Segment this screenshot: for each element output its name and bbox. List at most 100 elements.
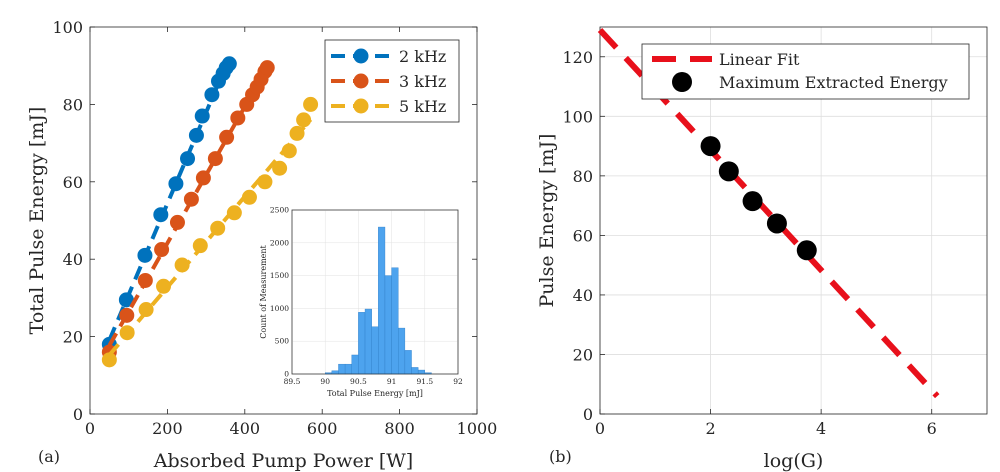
panel-a-data-point — [257, 174, 273, 190]
panel-a-data-point — [221, 56, 237, 72]
panel-a-data-point — [118, 292, 134, 308]
inset-histogram-bar — [398, 327, 406, 375]
inset-histogram-bar — [344, 363, 352, 375]
panel-a-data-point — [188, 127, 204, 143]
panel-a-x-tick-label: 1000 — [457, 419, 498, 438]
panel-a-legend-label: 5 kHz — [399, 97, 446, 116]
panel-a-data-point — [137, 272, 153, 288]
panel-a-data-point — [303, 96, 319, 112]
panel-b-axes-box — [599, 26, 988, 415]
panel-a-data-point — [119, 325, 135, 341]
panel-a-data-point — [101, 352, 117, 368]
panel-b-y-tick-label: 80 — [573, 167, 593, 186]
inset-y-tick-label: 0 — [284, 370, 289, 379]
panel-a-y-axis-label: Total Pulse Energy [mJ] — [26, 107, 48, 335]
panel-a-data-point — [204, 87, 220, 103]
panel-a-data-point — [289, 125, 305, 141]
panel-a-data-point — [195, 170, 211, 186]
panel-a-data-point — [174, 257, 190, 273]
panel-b-label: (b) — [549, 447, 572, 466]
panel-a-data-point — [168, 176, 184, 192]
panel-a-data-point — [119, 307, 135, 323]
panel-a-legend-marker — [353, 48, 369, 64]
inset-histogram-bar — [411, 367, 419, 375]
panel-a-data-point — [153, 207, 169, 223]
panel-a-legend-marker — [353, 73, 369, 89]
inset-x-tick-label: 91 — [387, 377, 397, 386]
panel-b-data-point — [796, 240, 817, 261]
inset-x-tick-label: 90.5 — [350, 377, 367, 386]
panel-a-y-tick-label: 100 — [52, 18, 83, 37]
panel-a-data-point — [154, 242, 170, 258]
panel-b-x-tick-label: 0 — [595, 419, 605, 438]
panel-b-data-point — [700, 136, 721, 157]
panel-a-data-point — [180, 151, 196, 167]
panel-a-x-tick-label: 400 — [230, 419, 261, 438]
panel-a-data-point — [210, 220, 226, 236]
inset-x-axis-label: Total Pulse Energy [mJ] — [327, 389, 423, 398]
inset-histogram-bar — [371, 326, 379, 375]
panel-b-y-tick-label: 0 — [583, 405, 593, 424]
panel-a-data-point — [230, 110, 246, 126]
panel-b-y-axis-label: Pulse Energy [mJ] — [536, 134, 558, 308]
panel-b-y-tick-label: 20 — [573, 345, 593, 364]
inset-axes-frame — [291, 209, 459, 375]
panel-b-y-tick-label: 60 — [573, 226, 593, 245]
inset-histogram-bar — [358, 312, 366, 375]
panel-a-y-tick-label: 60 — [63, 173, 83, 192]
panel-b-x-tick-label: 6 — [927, 419, 937, 438]
panel-a-data-point — [183, 191, 199, 207]
inset-histogram-bar — [331, 370, 339, 375]
inset-x-tick-label: 92 — [453, 377, 463, 386]
inset-x-tick-label: 89.5 — [284, 377, 301, 386]
inset-x-tick-label: 91.5 — [416, 377, 433, 386]
panel-a-y-tick-label: 40 — [63, 250, 83, 269]
inset-y-tick-label: 2500 — [270, 206, 289, 215]
panel-a-x-axis-label: Absorbed Pump Power [W] — [153, 450, 413, 472]
inset-histogram-bar — [404, 350, 412, 375]
panel-b-y-tick-label: 100 — [562, 107, 593, 126]
inset-histogram-bar — [417, 369, 426, 375]
panel-a-x-tick-label: 0 — [85, 419, 95, 438]
panel-a-y-tick-label: 0 — [73, 405, 83, 424]
panel-b-x-tick-label: 2 — [705, 419, 715, 438]
inset-y-tick-label: 500 — [275, 337, 290, 346]
panel-b-y-tick-label: 120 — [562, 48, 593, 67]
panel-a-data-point — [226, 205, 242, 221]
inset-y-tick-label: 1500 — [270, 271, 289, 280]
panel-a-y-tick-label: 80 — [63, 95, 83, 114]
panel-a-data-point — [194, 108, 210, 124]
panel-a-label: (a) — [38, 447, 60, 466]
inset-y-tick-label: 2000 — [270, 238, 289, 247]
panel-b-legend-label: Linear Fit — [719, 50, 800, 69]
panel-a-data-point — [156, 278, 172, 294]
panel-a-data-point — [192, 238, 208, 254]
panel-a-data-point — [169, 214, 185, 230]
inset-y-tick-label: 1000 — [270, 304, 289, 313]
panel-a-data-point — [207, 151, 223, 167]
inset-x-tick-label: 90 — [320, 377, 330, 386]
inset-histogram-bar — [364, 308, 372, 375]
panel-b-legend-label: Maximum Extracted Energy — [719, 73, 948, 92]
panel-b-y-tick-label: 40 — [573, 286, 593, 305]
panel-a-data-point — [138, 302, 154, 318]
panel-a-x-tick-label: 200 — [152, 419, 183, 438]
inset-histogram-bar — [391, 267, 399, 375]
panel-b-x-axis-label: log(G) — [764, 450, 824, 472]
panel-a-x-tick-label: 800 — [384, 419, 415, 438]
panel-a-data-point — [241, 189, 257, 205]
panel-b-legend-box — [641, 43, 970, 100]
panel-a-data-point — [137, 247, 153, 263]
inset-histogram-bar — [384, 275, 392, 375]
inset-histogram-bar — [378, 226, 386, 375]
panel-a-data-point — [259, 60, 275, 76]
panel-a-x-tick-label: 600 — [307, 419, 338, 438]
panel-a-data-point — [281, 143, 297, 159]
panel-a-data-point — [219, 129, 235, 145]
panel-b-data-point — [742, 191, 763, 212]
panel-a-legend-label: 3 kHz — [399, 72, 446, 91]
inset-y-axis-label: Count of Measurement — [259, 244, 268, 338]
panel-a-data-point — [272, 160, 288, 176]
panel-b-data-point — [766, 213, 787, 234]
